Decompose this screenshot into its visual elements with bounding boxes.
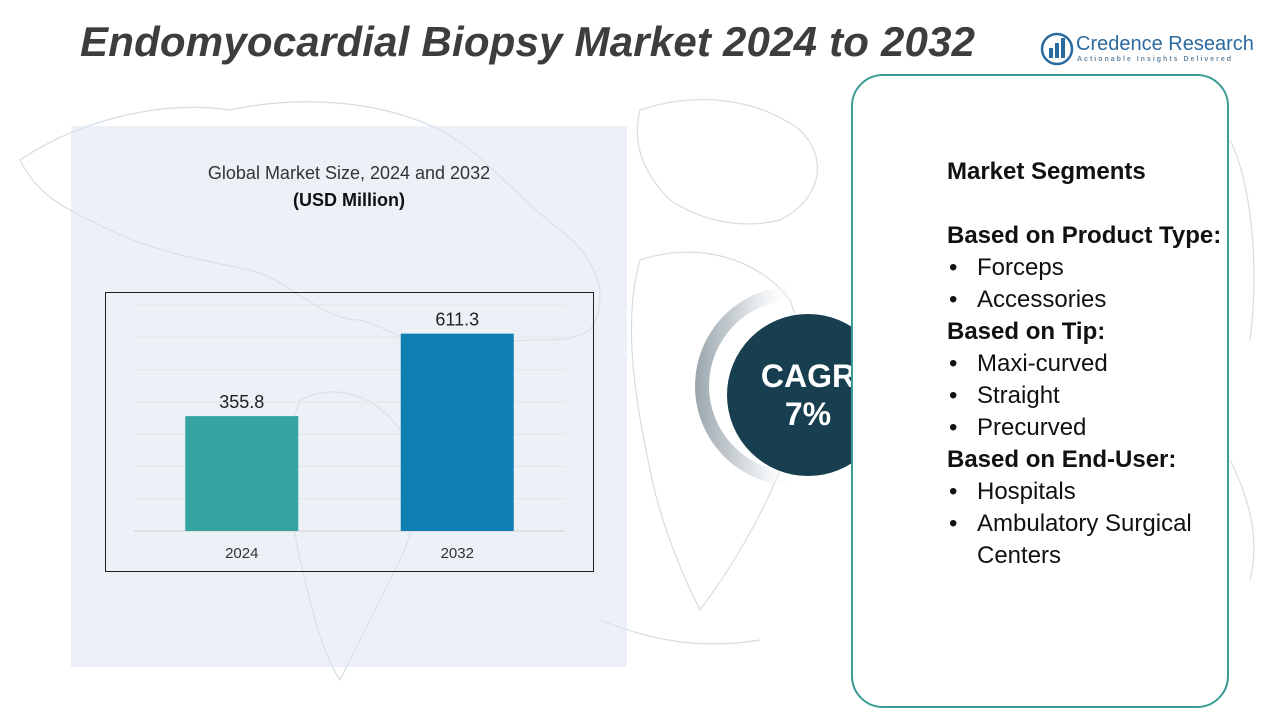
segment-item: Hospitals xyxy=(947,476,1247,508)
logo-name: Credence Research xyxy=(1076,33,1254,55)
market-segments-list: Market Segments Based on Product Type: F… xyxy=(947,156,1247,572)
cagr-label: CAGR xyxy=(760,358,856,394)
logo-tagline: Actionable Insights Delivered xyxy=(1077,56,1234,63)
segment-item: Ambulatory Surgical Centers xyxy=(947,508,1247,572)
segment-group-title: Based on End-User: xyxy=(947,446,1177,473)
bar-chart-logo-icon xyxy=(1040,32,1074,66)
bar-chart-svg: 355.8 2024 611.3 2032 xyxy=(134,304,565,562)
segments-heading: Market Segments xyxy=(947,158,1146,185)
bar-2032 xyxy=(400,333,514,531)
x-tick-label-2024: 2024 xyxy=(225,545,258,562)
segment-group-title: Based on Product Type: xyxy=(947,222,1222,249)
segment-item: Straight xyxy=(947,380,1247,412)
chart-title: Global Market Size, 2024 and 2032 xyxy=(207,163,491,183)
data-label-2032: 611.3 xyxy=(435,310,479,330)
segments-spacer xyxy=(947,188,1247,220)
segment-item: Forceps xyxy=(947,252,1247,284)
segment-item: Maxi-curved xyxy=(947,348,1247,380)
bar-2024 xyxy=(185,416,299,531)
segment-item: Accessories xyxy=(947,284,1247,316)
logo xyxy=(1040,32,1074,66)
cagr-value: 7% xyxy=(784,396,832,432)
chart-panel xyxy=(71,126,627,667)
page-title: Endomyocardial Biopsy Market 2024 to 203… xyxy=(80,18,976,65)
segment-item: Precurved xyxy=(947,412,1247,444)
bar-chart: 355.8 2024 611.3 2032 xyxy=(105,292,594,572)
segment-group-title: Based on Tip: xyxy=(947,318,1106,345)
cagr-ring xyxy=(695,286,795,486)
x-tick-label-2032: 2032 xyxy=(441,545,474,562)
data-label-2024: 355.8 xyxy=(219,392,264,412)
chart-unit-label: (USD Million) xyxy=(293,190,405,210)
